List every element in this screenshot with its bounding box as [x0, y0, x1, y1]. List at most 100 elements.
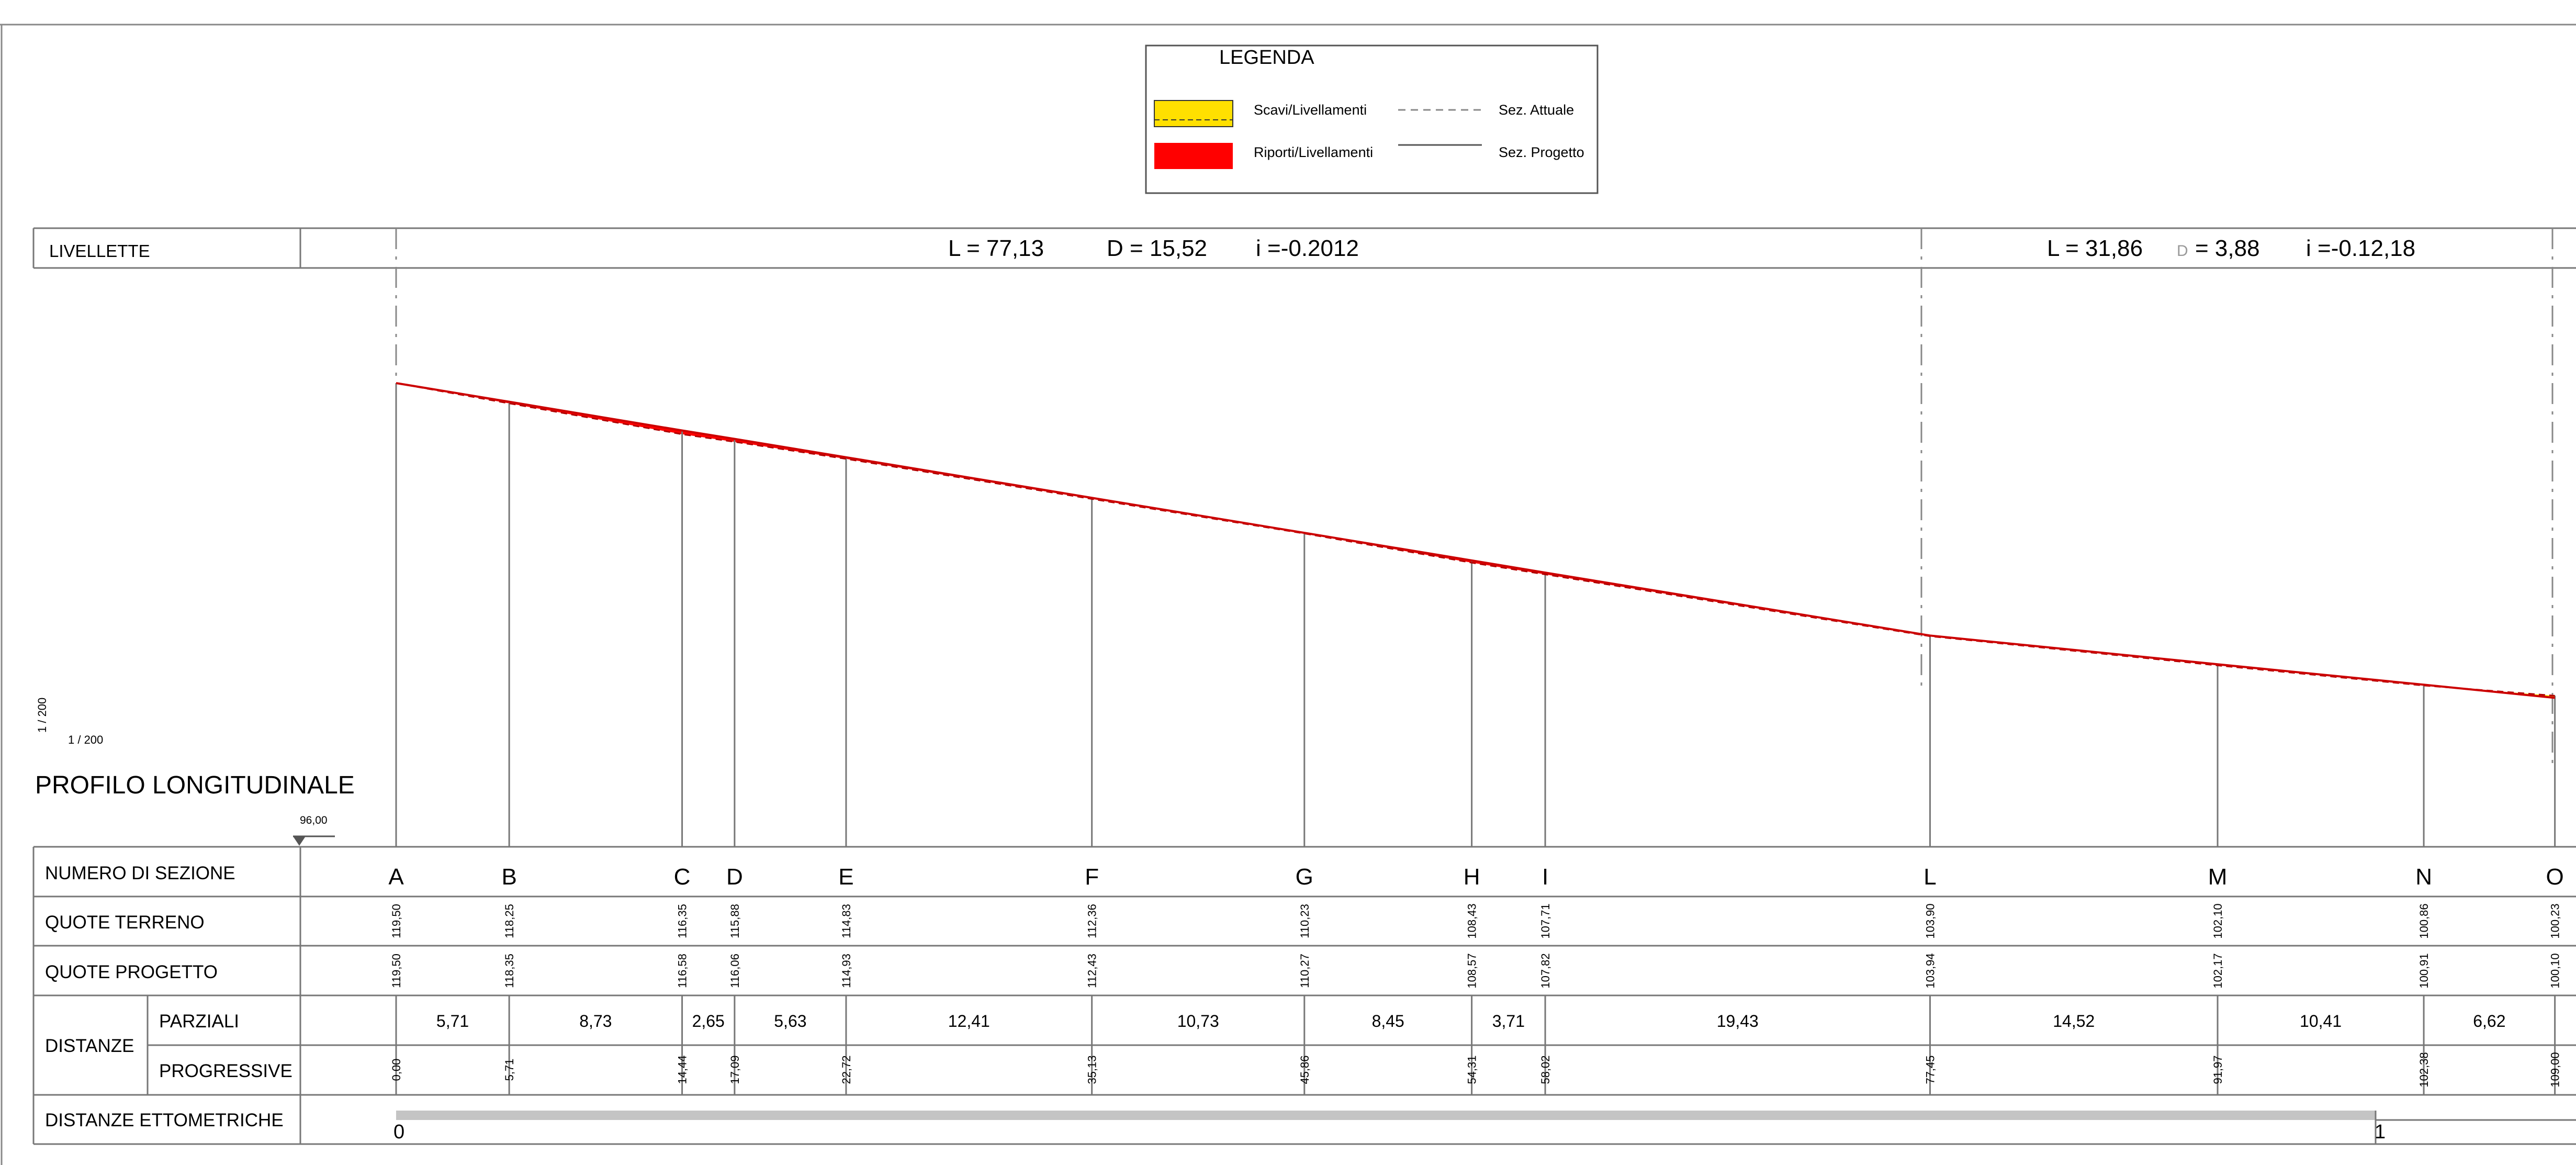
hectometric-segment-0	[396, 1111, 2376, 1120]
segment2-drop: = 3,88	[2195, 236, 2260, 261]
project-elevation-value: 119,50	[390, 954, 403, 988]
ground-elevation-value: 100,86	[2417, 903, 2431, 938]
segment2-slope: i =-0.12,18	[2306, 236, 2415, 261]
project-elevation-value: 116,58	[676, 954, 689, 988]
partial-distance-value: 3,71	[1492, 1012, 1525, 1030]
progressive-distance-value: 77,45	[1923, 1055, 1937, 1084]
progressive-distance-value: 54,31	[1466, 1055, 1479, 1084]
legend-title: LEGENDA	[1219, 47, 1314, 69]
project-profile-line	[396, 382, 2555, 699]
legend-cut-swatch	[1154, 100, 1233, 127]
project-elevation-value: 114,93	[840, 954, 853, 988]
segment2-drop-symbol: D	[2177, 242, 2188, 260]
progressive-distance-value: 102,38	[2417, 1052, 2431, 1087]
section-label: F	[1085, 864, 1099, 890]
project-elevation-value: 112,43	[1086, 954, 1099, 988]
partial-distance-value: 5,63	[774, 1012, 806, 1030]
ground-elevation-value: 112,36	[1086, 904, 1099, 938]
progressive-distance-value: 22,72	[840, 1055, 853, 1084]
project-elevation-value: 100,10	[2549, 953, 2562, 988]
project-elevation-value: 108,57	[1466, 953, 1479, 988]
legend-frame	[1145, 44, 1599, 194]
hectometric-bar: 0 1	[393, 1111, 2576, 1144]
ground-elevation-value: 100,23	[2549, 903, 2562, 938]
row-label-section-number: NUMERO DI SEZIONE	[45, 863, 235, 883]
segment2-length: L = 31,86	[2047, 236, 2143, 261]
grade-break-lines	[395, 228, 2553, 764]
vertical-scale: 1 / 200	[36, 698, 49, 733]
ground-elevation-value: 114,83	[840, 904, 853, 938]
progressive-distance-value: 14,44	[676, 1055, 689, 1084]
partial-distance-value: 8,73	[579, 1012, 612, 1030]
section-label: H	[1464, 864, 1480, 890]
segment1-slope: i =-0.2012	[1256, 236, 1359, 261]
progressive-distance-value: 58,02	[1539, 1055, 1552, 1084]
profile-area	[395, 382, 2556, 847]
project-elevation-value: 103,94	[1923, 953, 1937, 988]
partial-distance-value: 10,73	[1177, 1012, 1219, 1030]
section-label: E	[838, 864, 853, 890]
legend-existing-label: Sez. Attuale	[1499, 102, 1574, 118]
row-label-ground-elevation: QUOTE TERRENO	[45, 912, 205, 933]
row-label-distances: DISTANZE	[45, 1036, 134, 1056]
section-label: D	[726, 864, 743, 890]
livellette-label: LIVELLETTE	[49, 241, 150, 261]
row-label-project-elevation: QUOTE PROGETTO	[45, 962, 218, 982]
partial-distance-value: 6,62	[2473, 1012, 2505, 1030]
progressive-distance-value: 5,71	[503, 1059, 516, 1081]
row-label-hectometric: DISTANZE ETTOMETRICHE	[45, 1110, 284, 1130]
ground-elevation-value: 110,23	[1298, 904, 1311, 938]
partial-distance-value: 14,52	[2053, 1012, 2095, 1030]
progressive-distance-value: 17,09	[728, 1055, 741, 1084]
section-columns: A 119,50 119,50 0,00 B 118,25 118,35 5,71 C 116,3…	[388, 864, 2564, 1095]
project-elevation-value: 102,17	[2211, 953, 2224, 988]
progressive-distance-value: 0,00	[390, 1059, 403, 1081]
segment1-length: L = 77,13	[948, 236, 1044, 261]
partial-distance-value: 12,41	[948, 1012, 990, 1030]
datum-marker-icon	[293, 836, 306, 846]
row-headers: NUMERO DI SEZIONE QUOTE TERRENO QUOTE PR…	[45, 863, 293, 1130]
page-title: PROFILO LONGITUDINALE	[35, 771, 355, 799]
datum-elevation: 96,00	[300, 814, 328, 826]
ground-elevation-value: 118,25	[503, 904, 516, 938]
segment1-drop: D = 15,52	[1107, 236, 1207, 261]
partial-distance-value: 19,43	[1717, 1012, 1759, 1030]
hectometric-label-1: 1	[2375, 1121, 2386, 1143]
section-label: N	[2415, 864, 2432, 890]
project-elevation-value: 107,82	[1539, 953, 1552, 988]
project-elevation-value: 118,35	[503, 954, 516, 988]
section-label: A	[388, 864, 404, 890]
livellette-band: LIVELLETTE L = 77,13 D = 15,52 i =-0.201…	[32, 227, 2576, 269]
partial-distance-value: 5,71	[436, 1012, 469, 1030]
row-label-partial: PARZIALI	[159, 1011, 239, 1032]
progressive-distance-value: 35,13	[1086, 1055, 1099, 1084]
ground-elevation-value: 102,10	[2211, 903, 2224, 938]
ground-elevation-value: 107,71	[1539, 903, 1552, 938]
partial-distance-value: 2,65	[692, 1012, 725, 1030]
legend-fill-swatch	[1154, 143, 1233, 169]
legend-project-label: Sez. Progetto	[1499, 144, 1584, 160]
progressive-distance-value: 109,00	[2549, 1052, 2562, 1087]
progressive-distance-value: 91,97	[2211, 1055, 2224, 1084]
project-elevation-value: 100,91	[2417, 953, 2431, 988]
project-elevation-value: 116,06	[728, 954, 741, 988]
ground-elevation-value: 103,90	[1923, 903, 1937, 938]
section-label: B	[501, 864, 516, 890]
progressive-distance-value: 45,86	[1298, 1055, 1311, 1084]
ground-elevation-value: 108,43	[1466, 903, 1479, 938]
row-label-progressive: PROGRESSIVE	[159, 1061, 293, 1081]
legend-fill-label: Riporti/Livellamenti	[1254, 144, 1373, 160]
horizontal-scale: 1 / 200	[68, 733, 103, 746]
section-label: C	[674, 864, 691, 890]
project-elevation-value: 110,27	[1298, 954, 1311, 988]
section-label: I	[1542, 864, 1548, 890]
legend: LEGENDA Scavi/Livellamenti Sez. Attuale …	[1145, 44, 1599, 194]
section-label: L	[1923, 864, 1936, 890]
section-label: M	[2208, 864, 2228, 890]
ground-elevation-value: 116,35	[676, 904, 689, 938]
partial-distance-value: 8,45	[1372, 1012, 1404, 1030]
ground-elevation-value: 115,88	[728, 904, 741, 938]
legend-cut-label: Scavi/Livellamenti	[1254, 102, 1367, 118]
ground-elevation-value: 119,50	[390, 904, 403, 938]
